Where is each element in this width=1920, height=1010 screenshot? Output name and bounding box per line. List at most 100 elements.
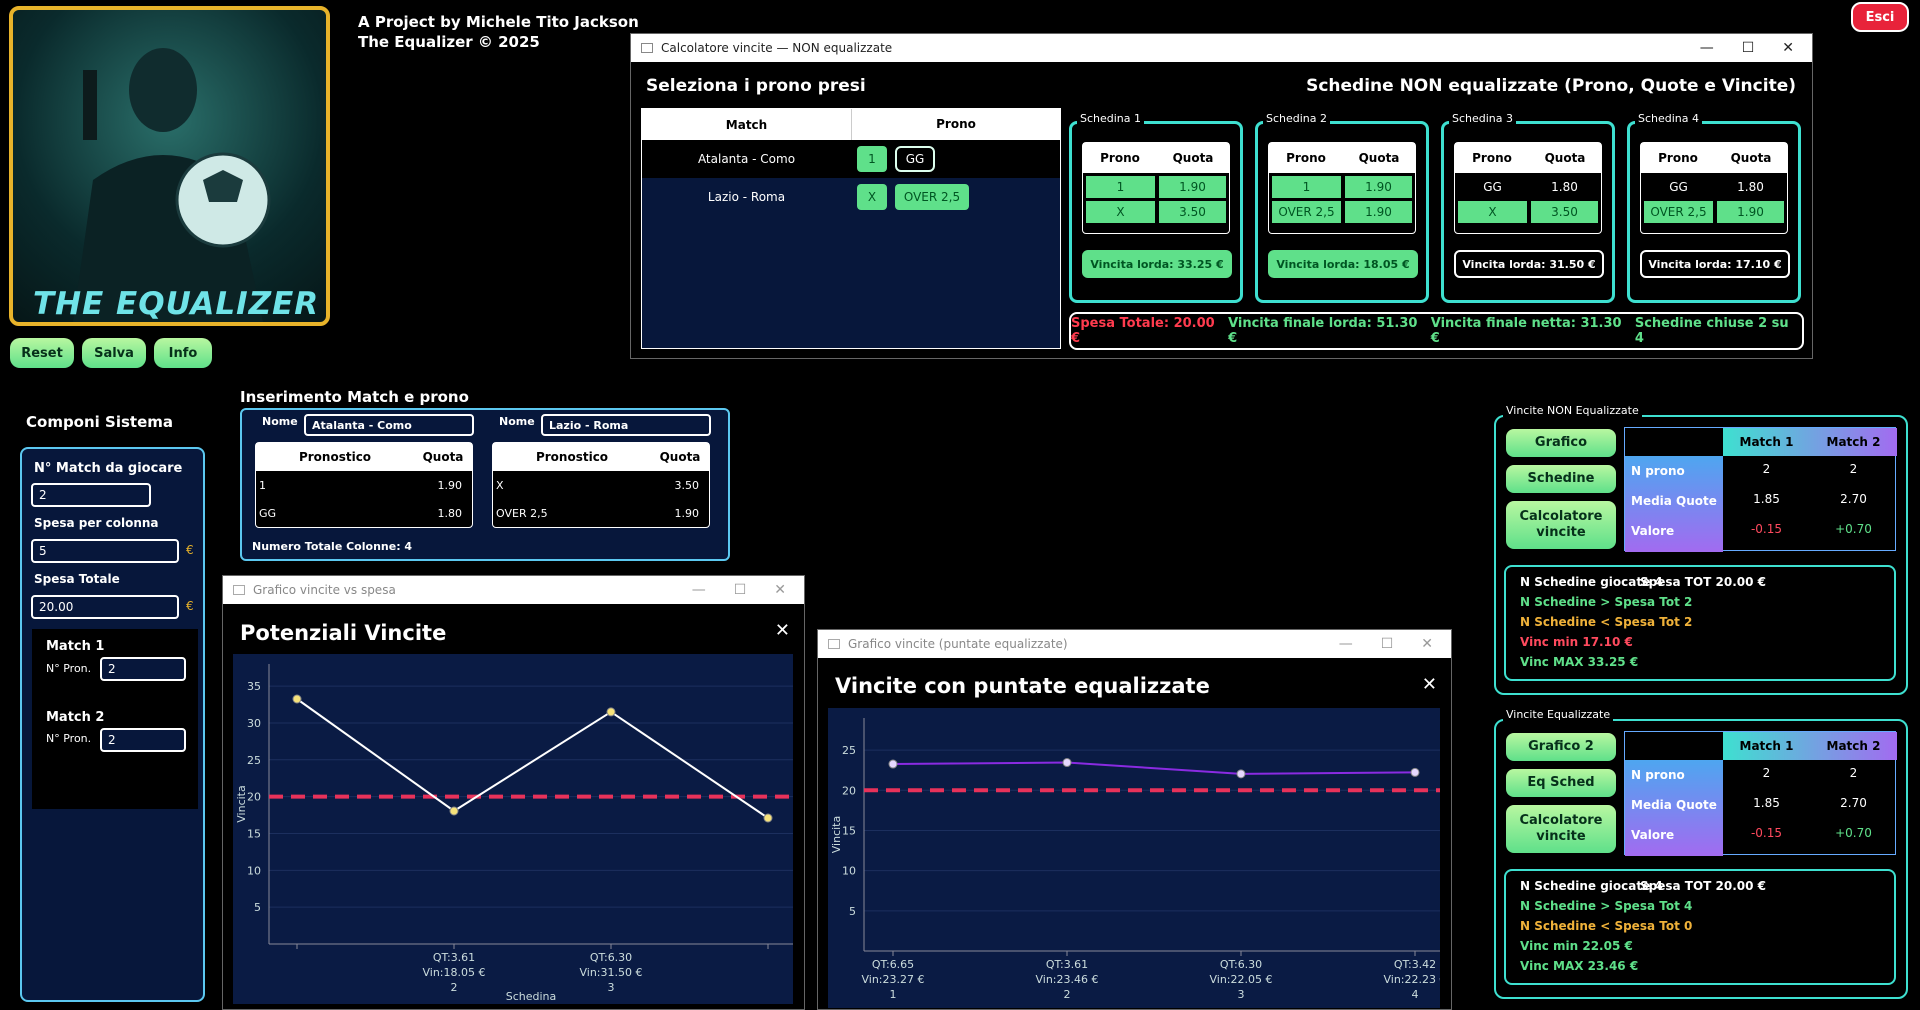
prono-1-btn[interactable]: 1	[857, 146, 887, 172]
y-tick-label: 5	[849, 905, 856, 918]
pronostico-cell[interactable]: 1	[259, 478, 266, 492]
logo: THE EQUALIZER	[9, 6, 330, 326]
plot-background	[233, 654, 793, 1004]
group-button[interactable]: Schedine	[1506, 465, 1616, 493]
n-match-input[interactable]: 2	[31, 483, 151, 507]
prono-gg-btn[interactable]: GG	[895, 146, 935, 172]
chart2-close-icon[interactable]: ✕	[1421, 674, 1437, 695]
vincita-lorda: Vincita lorda: 17.10 €	[1640, 250, 1790, 278]
match-name-input[interactable]: Lazio - Roma	[541, 414, 711, 436]
schedina-row: 1 1.90	[1083, 173, 1229, 198]
pronostico-cell[interactable]: OVER 2,5	[496, 506, 548, 520]
quota-cell[interactable]: 1.90	[437, 478, 463, 492]
info-line: N Schedine > Spesa Tot 2	[1520, 595, 1693, 609]
x-tick-label: QT:3.61	[433, 951, 475, 964]
stats-table: Match 1 Match 2 N prono 2 2 Media Quote 1.85 2.…	[1624, 731, 1897, 856]
maximize-icon[interactable]: ☐	[1380, 636, 1394, 652]
prono-over-btn[interactable]: OVER 2,5	[895, 184, 969, 210]
quota-cell: 1.80	[1551, 180, 1578, 194]
match1-title: Match 1	[46, 639, 105, 654]
quota-cell: 3.50	[1158, 201, 1226, 223]
y-tick-label: 20	[842, 784, 856, 797]
group-button[interactable]: Grafico 2	[1506, 733, 1616, 761]
summary-chiuse: Schedine chiuse 2 su 4	[1634, 316, 1789, 346]
reset-button[interactable]: Reset	[10, 338, 74, 368]
minimize-icon[interactable]: —	[1338, 636, 1353, 652]
chart1-window: Grafico vincite vs spesa — ☐ ✕ Potenziali …	[222, 575, 805, 1010]
match2-input[interactable]: 2	[100, 728, 186, 752]
close-icon[interactable]: ✕	[1421, 636, 1433, 652]
y-tick-label: 15	[247, 827, 261, 840]
componi-panel: N° Match da giocare 2 Spesa per colonna …	[20, 447, 205, 1002]
stat-cell: 2	[1849, 462, 1858, 476]
info-button[interactable]: Info	[154, 338, 212, 368]
eq-group: Grafico 2 Eq Sched Calcolatore vincite Matc…	[1494, 719, 1908, 999]
maximize-icon[interactable]: ☐	[733, 582, 747, 598]
calc-window-title: Calcolatore vincite — NON equalizzate	[661, 41, 893, 55]
calc-window: Calcolatore vincite — NON equalizzate — ☐…	[630, 33, 1813, 359]
maximize-icon[interactable]: ☐	[1741, 40, 1755, 56]
inserimento-title: Inserimento Match e prono	[240, 388, 469, 406]
col-match-header: Match	[725, 117, 768, 132]
info-line: N Schedine > Spesa Tot 4	[1520, 899, 1693, 913]
summary-netta: Vincita finale netta: 31.30 €	[1430, 316, 1622, 346]
n-match-label: N° Match da giocare	[34, 461, 183, 476]
data-point	[888, 759, 898, 769]
pronostico-cell[interactable]: X	[496, 478, 504, 492]
schedina-table: Prono Quota 1 1.90 X 3.50	[1082, 142, 1230, 234]
group-button[interactable]: Calcolatore vincite	[1506, 805, 1616, 853]
group-button[interactable]: Eq Sched	[1506, 769, 1616, 797]
schedina-card: Prono Quota 1 1.90 X 3.50 Vincita lorda: 33.25…	[1069, 121, 1243, 303]
schedina-table: Prono Quota 1 1.90 OVER 2,5 1.90	[1268, 142, 1416, 234]
col-header: Match 1	[1739, 739, 1794, 753]
x-tick-label: 3	[608, 981, 615, 994]
schedina-table: Prono Quota GG 1.80 OVER 2,5 1.90	[1640, 142, 1788, 234]
data-point	[1236, 769, 1246, 779]
quota-cell[interactable]: 1.90	[674, 506, 700, 520]
prono-cell: X	[1458, 201, 1527, 223]
info-box: N Schedine giocate 4 Spesa TOT 20.00 € N S…	[1504, 869, 1896, 985]
spesa-col-input[interactable]: 5	[31, 539, 179, 563]
info-line: Vinc min 22.05 €	[1520, 939, 1633, 953]
info-line: N Schedine giocate 4	[1520, 575, 1663, 589]
series-line	[892, 761, 1416, 775]
spesa-tot-input[interactable]: 20.00	[31, 595, 179, 619]
window-icon	[233, 585, 245, 595]
prono-cell: 1	[1086, 176, 1155, 198]
minimize-icon[interactable]: —	[691, 582, 706, 598]
col-header: Match 1	[1739, 435, 1794, 449]
info-line: Vinc min 17.10 €	[1520, 635, 1633, 649]
minimize-icon[interactable]: —	[1699, 40, 1714, 56]
x-tick-label: Vin:22.23 €	[1383, 973, 1440, 986]
prono-cell: OVER 2,5	[1644, 201, 1713, 223]
pronostico-cell[interactable]: GG	[259, 506, 277, 520]
quota-cell[interactable]: 3.50	[674, 478, 700, 492]
quota-cell[interactable]: 1.80	[437, 506, 463, 520]
x-tick-label: QT:6.30	[1220, 958, 1262, 971]
y-tick-label: 30	[247, 717, 261, 730]
match-name: Atalanta - Como	[697, 152, 796, 166]
col-header: Match 2	[1826, 435, 1881, 449]
x-tick-label: QT:6.30	[590, 951, 632, 964]
prono-x-btn[interactable]: X	[857, 184, 887, 210]
x-tick-label: QT:6.65	[872, 958, 914, 971]
match2-label: N° Pron.	[46, 732, 92, 745]
save-button[interactable]: Salva	[82, 338, 146, 368]
close-icon[interactable]: ✕	[774, 582, 786, 598]
summary-spesa: Spesa Totale: 20.00 €	[1071, 316, 1215, 346]
match1-input[interactable]: 2	[100, 657, 186, 681]
group-button[interactable]: Calcolatore vincite	[1506, 501, 1616, 549]
match2-title: Match 2	[46, 710, 105, 725]
chart1-close-icon[interactable]: ✕	[774, 620, 790, 641]
close-icon[interactable]: ✕	[1782, 40, 1794, 56]
match-name-input[interactable]: Atalanta - Como	[304, 414, 474, 436]
row-label: Media Quote	[1631, 798, 1717, 812]
col-header: Match 2	[1826, 739, 1881, 753]
table-row: 1 1.90	[256, 471, 472, 499]
exit-button[interactable]: Esci	[1851, 2, 1909, 32]
col-prono-header: Prono	[851, 109, 1060, 140]
table-row: X 3.50	[493, 471, 709, 499]
schedina-card: Prono Quota 1 1.90 OVER 2,5 1.90 Vincita lorda…	[1255, 121, 1429, 303]
data-point	[606, 707, 616, 717]
group-button[interactable]: Grafico	[1506, 429, 1616, 457]
